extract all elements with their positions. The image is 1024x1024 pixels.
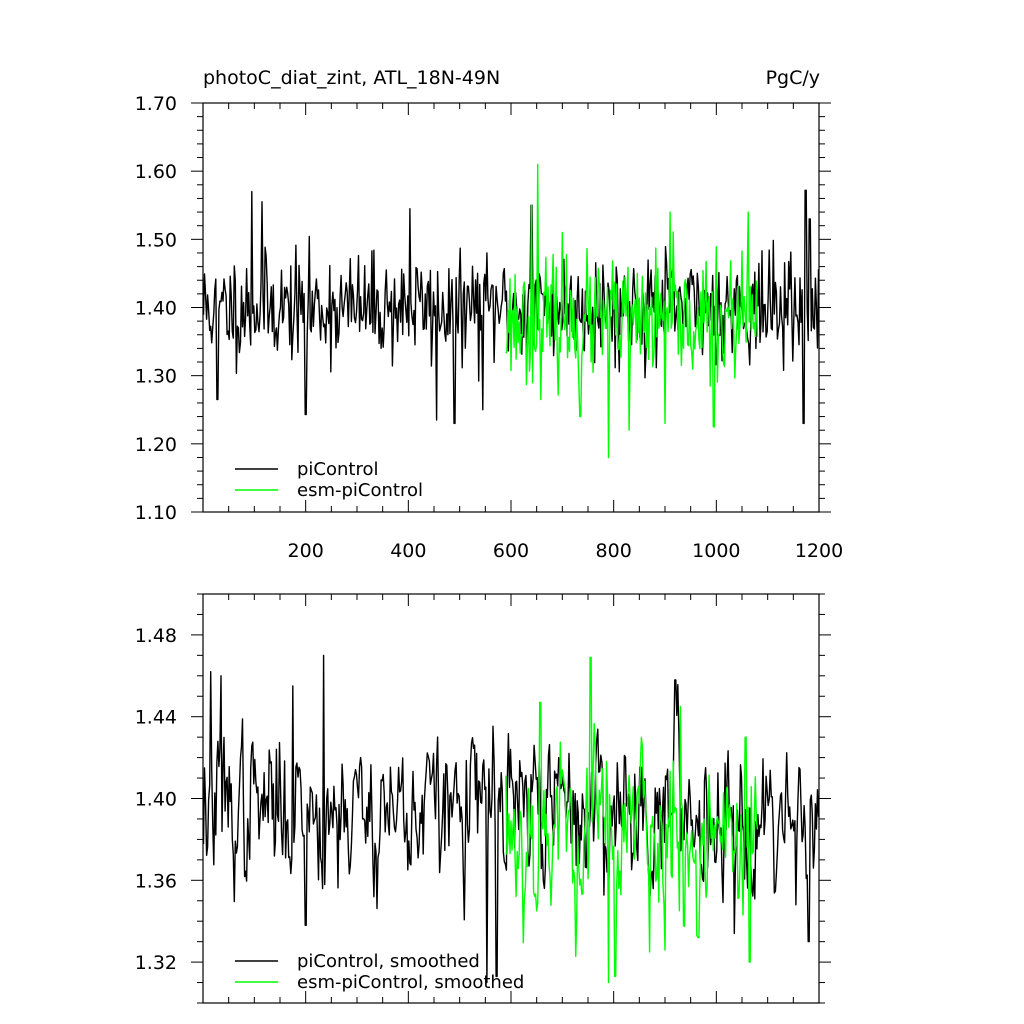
y-tick-label: 1.60 xyxy=(135,161,177,183)
top-panel-series xyxy=(202,163,820,459)
series-line-esm-picontrol xyxy=(505,163,759,459)
x-tick-label: 1000 xyxy=(692,540,740,562)
y-tick-label: 1.40 xyxy=(135,298,177,320)
bottom-panel-legend: piControl, smoothed esm-piControl, smoot… xyxy=(235,951,524,993)
y-tick-label: 1.40 xyxy=(135,789,177,811)
top-panel-legend: piControl esm-piControl xyxy=(235,459,423,501)
bottom-panel: 1.32 1.36 1.40 1.44 1.48 piControl, smoothed… xyxy=(135,593,831,1004)
y-tick-label: 1.20 xyxy=(135,434,177,456)
legend-label-picontrol: piControl xyxy=(297,459,379,480)
legend-label-picontrol-smoothed: piControl, smoothed xyxy=(297,951,480,972)
top-panel-title: photoC_diat_zint, ATL_18N-49N xyxy=(203,67,500,89)
series-line-picontrol-smoothed xyxy=(202,654,820,984)
bottom-panel-ticks xyxy=(191,593,831,1004)
y-tick-label: 1.70 xyxy=(135,93,177,115)
y-tick-label: 1.32 xyxy=(135,952,177,974)
top-panel-units: PgC/y xyxy=(766,67,820,89)
bottom-panel-frame xyxy=(202,593,820,1004)
y-tick-label: 1.36 xyxy=(135,870,177,892)
y-tick-label: 1.44 xyxy=(135,707,177,729)
bottom-panel-y-tick-labels: 1.32 1.36 1.40 1.44 1.48 xyxy=(135,625,177,974)
top-panel-x-tick-labels: 200 400 600 800 1000 1200 xyxy=(288,540,844,562)
bottom-panel-series xyxy=(202,654,820,984)
x-tick-label: 600 xyxy=(493,540,529,562)
x-tick-label: 1200 xyxy=(795,540,843,562)
top-panel: photoC_diat_zint, ATL_18N-49N PgC/y 1.10… xyxy=(135,67,843,562)
x-tick-label: 800 xyxy=(596,540,632,562)
top-panel-frame xyxy=(202,102,820,513)
top-panel-y-tick-labels: 1.10 1.20 1.30 1.40 1.50 1.60 1.70 xyxy=(135,93,177,524)
top-panel-ticks xyxy=(191,102,831,513)
x-tick-label: 200 xyxy=(288,540,324,562)
x-tick-label: 400 xyxy=(390,540,426,562)
legend-label-esm-picontrol: esm-piControl xyxy=(297,480,423,501)
legend-label-esm-picontrol-smoothed: esm-piControl, smoothed xyxy=(297,972,524,993)
y-tick-label: 1.30 xyxy=(135,366,177,388)
series-line-esm-picontrol-smoothed xyxy=(505,656,759,984)
y-tick-label: 1.48 xyxy=(135,625,177,647)
y-tick-label: 1.10 xyxy=(135,502,177,524)
y-tick-label: 1.50 xyxy=(135,229,177,251)
